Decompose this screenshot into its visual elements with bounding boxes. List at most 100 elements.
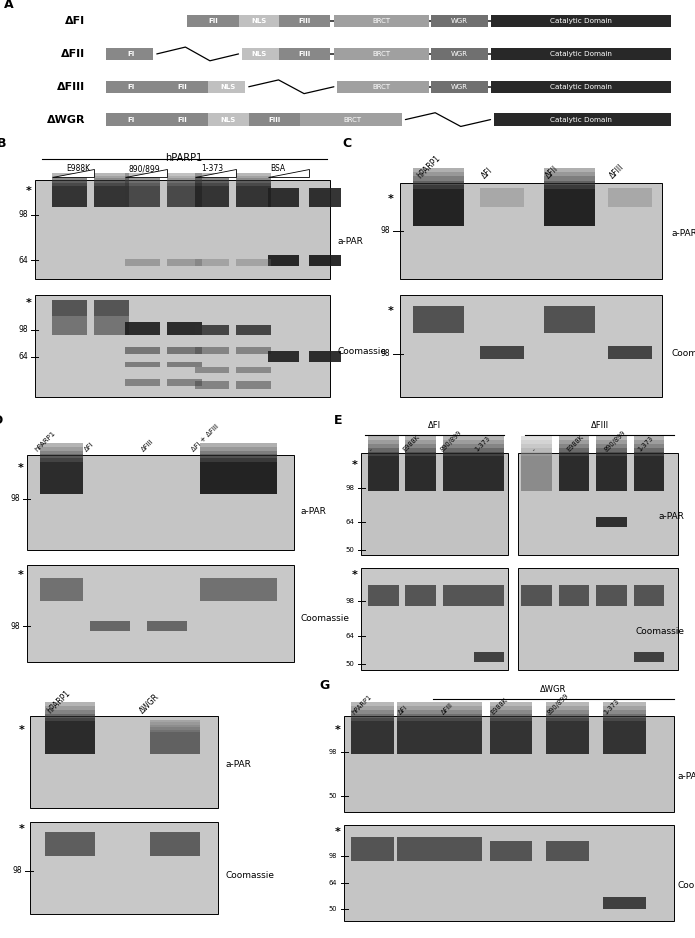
Bar bbox=[443, 440, 473, 444]
Bar bbox=[361, 453, 507, 554]
Bar bbox=[195, 259, 229, 265]
Bar bbox=[634, 456, 664, 461]
Text: WGR: WGR bbox=[451, 51, 468, 57]
Bar bbox=[167, 362, 202, 368]
Bar bbox=[405, 448, 436, 452]
Bar bbox=[405, 461, 436, 491]
Bar bbox=[52, 175, 87, 178]
Bar bbox=[188, 20, 671, 23]
Bar bbox=[368, 585, 399, 606]
Text: WGR: WGR bbox=[451, 18, 468, 24]
Bar bbox=[480, 189, 525, 207]
Bar bbox=[596, 436, 627, 440]
Bar bbox=[94, 183, 129, 186]
Bar bbox=[40, 454, 83, 458]
Bar bbox=[40, 465, 83, 493]
Bar bbox=[443, 585, 473, 606]
Bar bbox=[351, 706, 394, 710]
Text: C: C bbox=[342, 137, 352, 150]
Text: FI: FI bbox=[128, 83, 135, 90]
Text: NLS: NLS bbox=[252, 51, 267, 57]
Bar bbox=[30, 716, 218, 808]
Bar bbox=[596, 452, 627, 456]
Bar bbox=[147, 621, 187, 631]
Bar bbox=[521, 448, 552, 452]
Bar bbox=[491, 113, 671, 126]
Bar bbox=[413, 168, 464, 173]
Text: 50: 50 bbox=[329, 793, 337, 798]
Bar bbox=[473, 436, 504, 440]
Bar bbox=[268, 189, 299, 207]
Bar bbox=[443, 461, 473, 491]
Bar bbox=[94, 316, 129, 335]
Bar bbox=[634, 585, 664, 606]
Bar bbox=[150, 733, 200, 735]
Text: hPARP1: hPARP1 bbox=[351, 693, 373, 716]
Bar bbox=[125, 362, 160, 368]
Text: Coomassie: Coomassie bbox=[671, 350, 695, 358]
Text: ΔFIII: ΔFIII bbox=[140, 438, 155, 453]
Text: ΔFII: ΔFII bbox=[543, 164, 560, 180]
Text: WGR: WGR bbox=[451, 83, 468, 90]
Text: FI: FI bbox=[128, 51, 135, 57]
Bar bbox=[546, 706, 589, 710]
Text: *: * bbox=[335, 826, 341, 837]
Text: a-PAR: a-PAR bbox=[337, 237, 363, 246]
Text: 98: 98 bbox=[345, 486, 354, 492]
Bar bbox=[559, 585, 589, 606]
Bar bbox=[200, 461, 277, 465]
Bar bbox=[368, 444, 399, 448]
Bar bbox=[40, 461, 83, 465]
Bar bbox=[443, 444, 473, 448]
Text: Coomassie: Coomassie bbox=[337, 347, 386, 356]
Text: FIII: FIII bbox=[268, 116, 280, 123]
Text: 98: 98 bbox=[13, 866, 22, 875]
Bar bbox=[309, 189, 341, 207]
Text: Catalytic Domain: Catalytic Domain bbox=[550, 51, 612, 57]
Text: A: A bbox=[3, 0, 13, 11]
Bar bbox=[90, 621, 130, 631]
Bar bbox=[559, 452, 589, 456]
Bar bbox=[473, 452, 504, 456]
Bar bbox=[368, 448, 399, 452]
Bar bbox=[405, 456, 436, 461]
Bar bbox=[94, 186, 129, 189]
Bar bbox=[334, 15, 430, 27]
Text: a-PAR: a-PAR bbox=[678, 772, 695, 780]
Bar bbox=[603, 721, 646, 725]
Text: *: * bbox=[17, 463, 24, 473]
Text: ΔFIII: ΔFIII bbox=[607, 162, 626, 180]
Bar bbox=[45, 718, 95, 721]
Bar bbox=[400, 295, 662, 397]
Text: FII: FII bbox=[208, 18, 218, 24]
Bar bbox=[351, 710, 394, 714]
Bar bbox=[596, 448, 627, 452]
Bar bbox=[489, 725, 532, 754]
Bar bbox=[167, 189, 202, 207]
Bar bbox=[52, 174, 87, 175]
Bar bbox=[634, 652, 664, 662]
Bar bbox=[236, 183, 271, 186]
Polygon shape bbox=[52, 170, 94, 177]
Bar bbox=[559, 448, 589, 452]
Bar bbox=[440, 706, 482, 710]
Bar bbox=[279, 48, 331, 60]
Text: E988K: E988K bbox=[489, 697, 509, 716]
Bar bbox=[106, 53, 671, 55]
Bar bbox=[167, 178, 202, 181]
Bar bbox=[94, 174, 129, 175]
Bar bbox=[546, 725, 589, 754]
Bar bbox=[167, 186, 202, 189]
Bar bbox=[167, 174, 202, 175]
Bar bbox=[200, 450, 277, 454]
Text: 98: 98 bbox=[329, 749, 337, 755]
Bar bbox=[334, 48, 430, 60]
Bar bbox=[40, 578, 83, 600]
Bar bbox=[300, 113, 405, 126]
Bar bbox=[521, 440, 552, 444]
Text: ΔFI: ΔFI bbox=[398, 704, 409, 716]
Bar bbox=[405, 444, 436, 448]
Bar bbox=[195, 181, 229, 183]
Bar bbox=[543, 168, 595, 173]
Bar bbox=[634, 452, 664, 456]
